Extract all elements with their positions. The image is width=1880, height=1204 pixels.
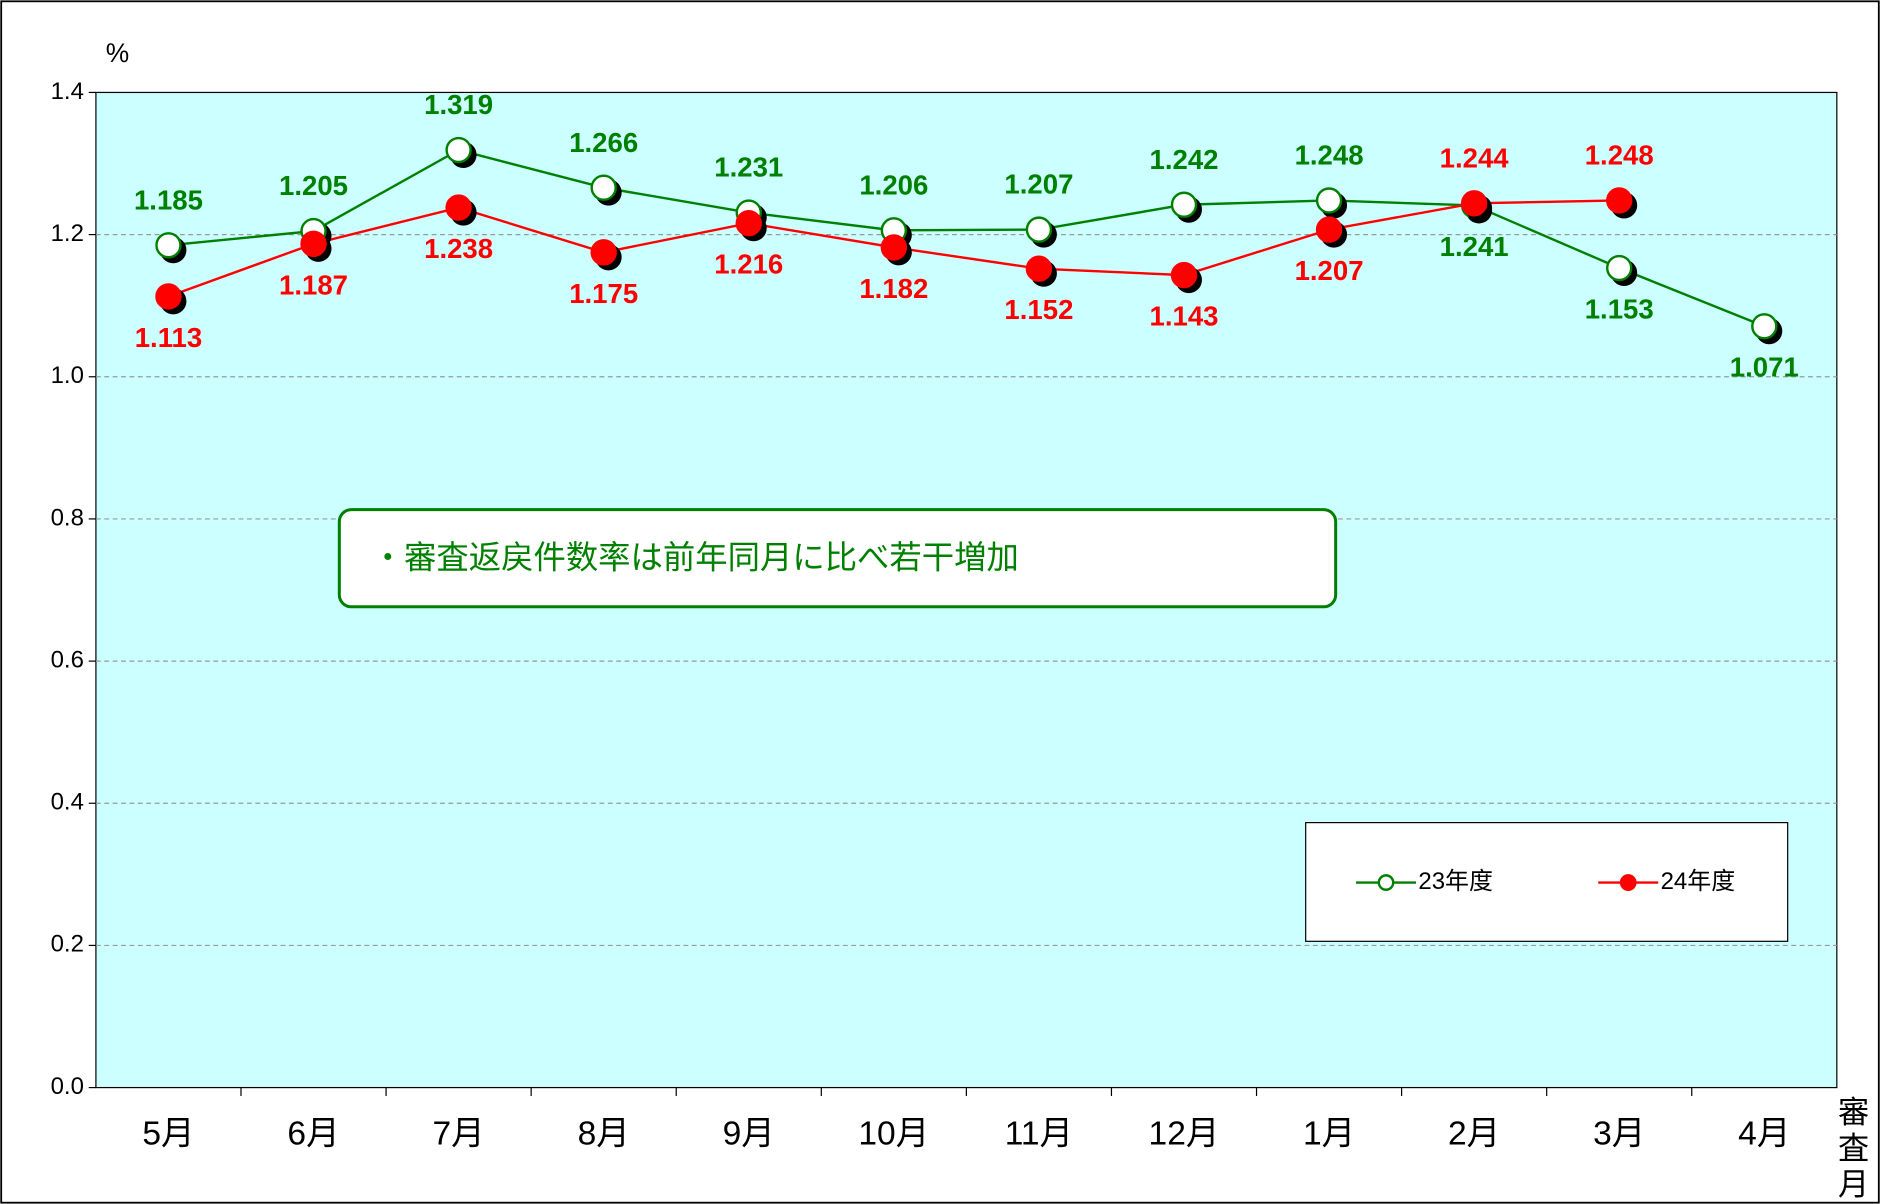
x-tick-label: 7月: [432, 1115, 484, 1152]
data-label: 1.175: [569, 278, 638, 309]
marker: [590, 239, 617, 266]
marker: [1315, 216, 1343, 243]
data-label: 1.187: [279, 269, 348, 300]
x-tick-label: 11月: [1005, 1115, 1073, 1152]
x-tick-label: 2月: [1448, 1115, 1500, 1152]
data-label: 1.206: [859, 169, 928, 200]
y-tick-label: 0.0: [51, 1073, 84, 1100]
data-label: 1.216: [714, 249, 783, 280]
data-label: 1.242: [1150, 144, 1219, 175]
marker: [1025, 255, 1053, 282]
marker: [300, 230, 327, 258]
y-tick-label: 0.4: [51, 789, 84, 816]
x-tick-label: 8月: [578, 1115, 630, 1152]
x-axis-label: 審査月: [1838, 1095, 1869, 1202]
marker: [590, 174, 617, 201]
data-label: 1.182: [859, 273, 928, 304]
y-tick-label: 1.0: [51, 362, 84, 389]
data-label: 1.071: [1730, 352, 1799, 383]
data-label: 1.205: [279, 170, 348, 201]
data-label: 1.248: [1295, 140, 1364, 171]
marker: [1460, 190, 1488, 217]
y-tick-label: 1.4: [51, 78, 84, 105]
marker: [155, 232, 182, 259]
x-tick-label: 9月: [723, 1115, 775, 1152]
legend-label: 24年度: [1661, 868, 1736, 895]
x-tick-label: 3月: [1593, 1115, 1645, 1152]
y-tick-label: 1.2: [51, 220, 84, 247]
x-tick-label: 10月: [858, 1115, 929, 1152]
series-line: [168, 148, 1765, 328]
data-label: 1.207: [1004, 169, 1073, 200]
data-label: 1.244: [1440, 142, 1510, 173]
x-tick-label: 4月: [1738, 1115, 1790, 1152]
data-label: 1.319: [424, 89, 493, 120]
x-tick-label: 6月: [287, 1115, 339, 1152]
data-label: 1.207: [1295, 255, 1364, 286]
marker: [1606, 187, 1633, 214]
legend-label: 23年度: [1418, 868, 1493, 895]
annotation-box: [337, 508, 1338, 609]
annotation: ・審査返戻件数率は前年同月に比べ若干増加: [372, 540, 1019, 576]
marker: [155, 283, 182, 310]
legend-marker: [1619, 874, 1637, 891]
marker: [735, 210, 762, 237]
marker: [445, 136, 472, 164]
marker: [1315, 187, 1343, 214]
data-label: 1.241: [1440, 231, 1509, 262]
data-label: 1.143: [1150, 301, 1219, 332]
y-tick-label: 0.8: [51, 504, 84, 531]
data-label: 1.113: [135, 322, 202, 353]
marker: [1170, 261, 1198, 289]
data-label: 1.238: [424, 233, 493, 264]
x-tick-label: 12月: [1149, 1115, 1220, 1152]
marker: [445, 194, 472, 221]
plot: 1.185 1.205 1.319 1.266 1.231 1.206 1.207 1.242…: [95, 89, 1837, 947]
y-tick-label: 0.6: [51, 646, 84, 673]
marker: [1025, 216, 1053, 243]
legend-marker: [1377, 874, 1395, 891]
marker: [1606, 254, 1633, 282]
data-label: 1.152: [1004, 294, 1073, 325]
data-label: 1.185: [134, 184, 203, 215]
x-tick-label: 1月: [1303, 1115, 1355, 1152]
marker: [1170, 191, 1198, 218]
y-axis-label: %: [106, 38, 129, 68]
marker: [1751, 313, 1778, 340]
data-label: 1.248: [1585, 140, 1654, 171]
marker: [880, 234, 908, 261]
y-tick-label: 0.2: [51, 931, 84, 958]
data-label: 1.231: [714, 152, 783, 183]
data-label: 1.153: [1585, 293, 1654, 324]
data-label: 1.266: [569, 127, 638, 158]
x-tick-label: 5月: [142, 1115, 194, 1152]
